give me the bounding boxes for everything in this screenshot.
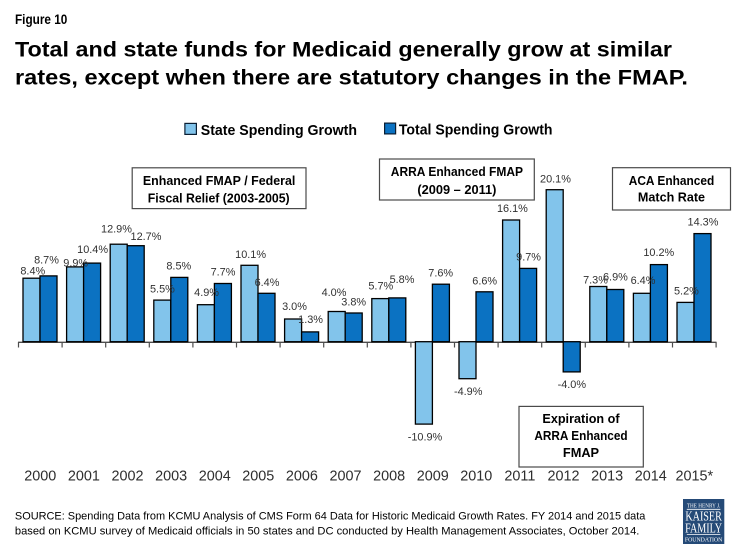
svg-text:ACA Enhanced: ACA Enhanced: [629, 174, 715, 188]
svg-text:9.9%: 9.9%: [63, 258, 88, 270]
svg-text:10.2%: 10.2%: [643, 247, 674, 259]
svg-text:2012: 2012: [547, 468, 579, 484]
svg-text:Total Spending Growth: Total Spending Growth: [399, 122, 553, 138]
svg-text:2004: 2004: [199, 468, 231, 484]
svg-text:5.2%: 5.2%: [674, 285, 699, 297]
svg-text:10.4%: 10.4%: [77, 244, 108, 256]
svg-text:8.5%: 8.5%: [166, 261, 191, 273]
svg-text:7.3%: 7.3%: [583, 274, 608, 286]
svg-text:14.3%: 14.3%: [688, 217, 719, 229]
svg-text:5.7%: 5.7%: [368, 281, 393, 293]
svg-text:Total and state funds for Medi: Total and state funds for Medicaid gener…: [15, 37, 672, 61]
svg-text:4.0%: 4.0%: [322, 287, 347, 299]
svg-text:3.8%: 3.8%: [341, 297, 366, 309]
svg-text:2011: 2011: [504, 468, 535, 484]
svg-text:FMAP: FMAP: [563, 446, 599, 460]
svg-text:8.7%: 8.7%: [34, 255, 59, 267]
svg-text:5.5%: 5.5%: [150, 284, 175, 296]
svg-text:12.9%: 12.9%: [101, 224, 132, 236]
svg-text:Expiration of: Expiration of: [542, 412, 620, 426]
svg-text:2009: 2009: [417, 468, 449, 484]
svg-text:6.4%: 6.4%: [255, 277, 280, 289]
svg-text:10.1%: 10.1%: [235, 249, 266, 261]
svg-text:FAMILY: FAMILY: [685, 521, 722, 536]
svg-text:2007: 2007: [329, 468, 361, 484]
svg-text:2005: 2005: [242, 468, 274, 484]
svg-text:8.4%: 8.4%: [20, 266, 45, 278]
svg-text:20.1%: 20.1%: [540, 174, 571, 186]
svg-text:Figure 10: Figure 10: [15, 12, 67, 27]
svg-text:2006: 2006: [286, 468, 318, 484]
svg-text:6.4%: 6.4%: [631, 275, 656, 287]
svg-text:Fiscal Relief (2003-2005): Fiscal Relief (2003-2005): [148, 192, 290, 206]
svg-text:7.7%: 7.7%: [211, 267, 236, 279]
svg-text:-4.0%: -4.0%: [558, 379, 587, 391]
svg-text:2008: 2008: [373, 468, 405, 484]
svg-text:(2009 – 2011): (2009 – 2011): [417, 183, 496, 197]
svg-text:6.6%: 6.6%: [472, 276, 497, 288]
svg-text:1.3%: 1.3%: [298, 314, 323, 326]
svg-text:2014: 2014: [635, 468, 667, 484]
svg-text:2001: 2001: [68, 468, 100, 484]
svg-text:rates, except when there are s: rates, except when there are statutory c…: [15, 65, 688, 89]
svg-text:FOUNDATION: FOUNDATION: [685, 537, 723, 543]
svg-text:ARRA Enhanced FMAP: ARRA Enhanced FMAP: [391, 165, 523, 179]
svg-text:6.9%: 6.9%: [603, 272, 628, 284]
svg-text:9.7%: 9.7%: [516, 252, 541, 264]
svg-text:Match Rate: Match Rate: [638, 190, 705, 204]
svg-text:ARRA Enhanced: ARRA Enhanced: [534, 429, 627, 443]
svg-text:KAISER: KAISER: [685, 509, 722, 524]
svg-text:5.8%: 5.8%: [390, 274, 415, 286]
svg-text:SOURCE: Spending Data from KCM: SOURCE: Spending Data from KCMU Analysis…: [15, 511, 646, 523]
svg-text:2013: 2013: [591, 468, 623, 484]
svg-text:-4.9%: -4.9%: [454, 386, 483, 398]
svg-text:2002: 2002: [111, 468, 143, 484]
svg-text:3.0%: 3.0%: [282, 301, 307, 313]
svg-text:4.9%: 4.9%: [194, 287, 219, 299]
svg-text:12.7%: 12.7%: [131, 231, 162, 243]
svg-text:2010: 2010: [460, 468, 492, 484]
svg-text:2000: 2000: [24, 468, 56, 484]
svg-text:7.6%: 7.6%: [428, 268, 453, 280]
svg-text:based on KCMU survey of Medica: based on KCMU survey of Medicaid officia…: [15, 525, 640, 537]
svg-text:THE HENRY J.: THE HENRY J.: [687, 503, 721, 509]
svg-text:State Spending Growth: State Spending Growth: [201, 123, 357, 139]
svg-text:-10.9%: -10.9%: [408, 431, 443, 443]
svg-text:2015*: 2015*: [675, 468, 713, 484]
svg-text:16.1%: 16.1%: [497, 203, 528, 215]
svg-text:Enhanced FMAP / Federal: Enhanced FMAP / Federal: [143, 174, 296, 188]
svg-text:2003: 2003: [155, 468, 187, 484]
